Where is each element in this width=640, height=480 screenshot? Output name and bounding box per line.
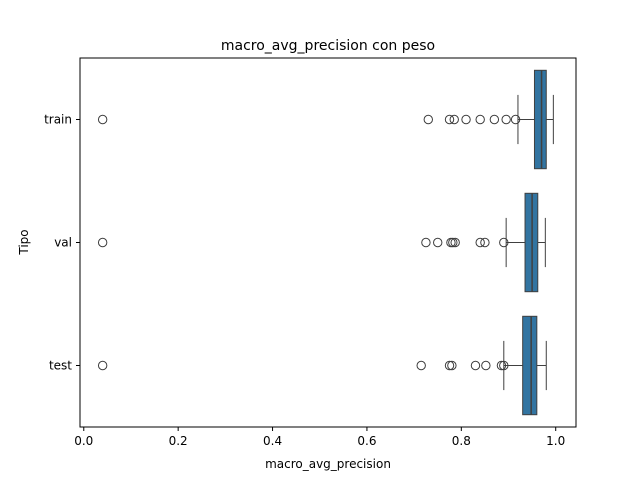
outlier-point xyxy=(489,114,500,125)
x-tick-label: 0.4 xyxy=(263,434,282,448)
outlier-point xyxy=(496,360,507,371)
plot-frame xyxy=(79,57,577,428)
x-tick-label: 0.2 xyxy=(169,434,188,448)
outlier-point xyxy=(501,114,511,125)
outlier-point xyxy=(97,237,108,248)
x-axis-label: macro_avg_precision xyxy=(265,457,391,471)
outlier-point xyxy=(461,114,471,125)
y-tick-label: test xyxy=(49,359,72,373)
outlier-point xyxy=(423,114,433,125)
box-test xyxy=(522,315,538,416)
y-tick-label: val xyxy=(54,236,72,250)
outlier-point xyxy=(475,114,485,125)
outlier-point xyxy=(481,360,491,371)
chart-title: macro_avg_precision con peso xyxy=(221,38,435,54)
outlier-point xyxy=(97,114,108,125)
outlier-point xyxy=(510,114,521,125)
plot-elements: 0.0 0.2 0.4 0.6 0.8 1.0 train val test xyxy=(44,69,565,448)
y-tick-label: train xyxy=(44,113,72,127)
x-tick-label: 0.6 xyxy=(357,434,376,448)
outlier-point xyxy=(499,360,509,371)
outlier-point xyxy=(499,237,509,248)
outlier-point xyxy=(97,360,108,371)
y-axis-label: Tipo xyxy=(17,229,31,255)
outlier-point xyxy=(416,360,426,371)
x-tick-label: 1.0 xyxy=(546,434,565,448)
outlier-point xyxy=(470,360,481,371)
outlier-point xyxy=(448,237,458,248)
outlier-point xyxy=(450,237,460,248)
outlier-point xyxy=(444,360,455,371)
x-tick-label: 0.8 xyxy=(452,434,471,448)
outlier-point xyxy=(444,114,455,125)
outlier-point xyxy=(433,237,443,248)
outlier-point xyxy=(447,360,457,371)
x-tick-label: 0.0 xyxy=(74,434,93,448)
outlier-point xyxy=(480,237,490,248)
outlier-point xyxy=(449,114,459,125)
outlier-point xyxy=(475,237,485,248)
outlier-point xyxy=(421,237,431,248)
box-train xyxy=(533,69,547,170)
